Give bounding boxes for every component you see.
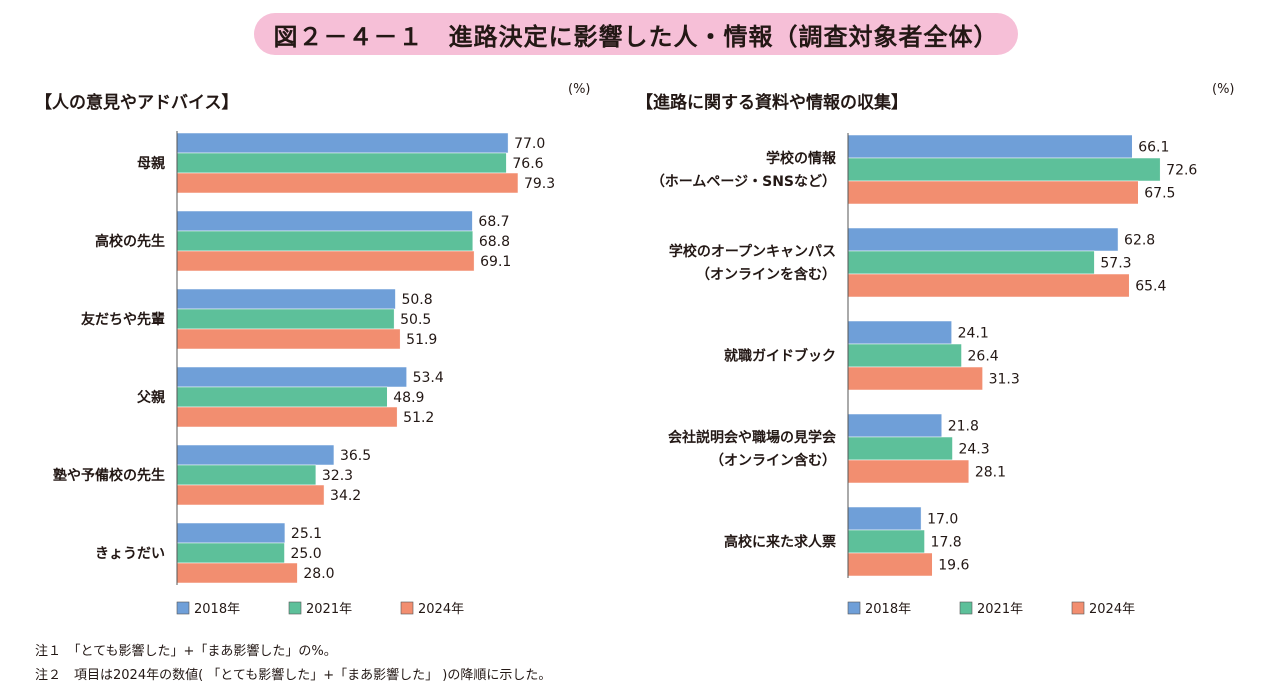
left-category-label: 塾や予備校の先生: [53, 467, 165, 484]
right-value-label: 24.3: [958, 442, 989, 458]
left-legend-swatch: [288, 601, 302, 615]
left-panel-title: 【人の意見やアドバイス】: [35, 93, 239, 113]
right-bar: [847, 366, 983, 391]
left-value-label: 53.4: [413, 370, 444, 386]
left-value-label: 51.2: [403, 410, 434, 426]
right-legend-label: 2024年: [1089, 602, 1135, 617]
right-bar: [847, 343, 962, 368]
right-bar: [847, 273, 1130, 298]
right-bar: [847, 180, 1139, 205]
right-category-label: 高校に来た求人票: [724, 534, 836, 551]
right-panel-title: 【進路に関する資料や情報の収集】: [636, 93, 908, 113]
left-legend-label: 2021年: [306, 602, 352, 617]
right-bar: [847, 459, 970, 484]
right-bar: [847, 552, 933, 577]
left-value-label: 51.9: [406, 332, 437, 348]
right-bar: [847, 227, 1119, 252]
right-legend-swatch: [1071, 601, 1085, 615]
right-value-label: 67.5: [1144, 186, 1175, 202]
left-value-label: 68.8: [479, 234, 510, 250]
note-1: 注１ 「とても影響した」+「まあ影響した」の%。: [35, 644, 337, 659]
right-value-label: 72.6: [1166, 163, 1197, 179]
figure-title: 図２－４－１ 進路決定に影響した人・情報（調査対象者全体）: [254, 13, 1018, 55]
note-2: 注２ 項目は2024年の数値( 「とても影響した」+「まあ影響した」 )の降順に…: [35, 668, 552, 683]
left-value-label: 25.0: [291, 546, 322, 562]
right-bar: [847, 157, 1161, 182]
left-legend-label: 2018年: [194, 602, 240, 617]
right-value-label: 24.1: [958, 326, 989, 342]
right-category-label: （オンライン含む）: [710, 452, 836, 469]
left-category-label: 母親: [137, 155, 165, 172]
right-category-label: 会社説明会や職場の見学会: [668, 429, 837, 446]
right-bar: [847, 436, 953, 461]
right-value-label: 19.6: [938, 558, 969, 574]
right-legend-label: 2018年: [865, 602, 911, 617]
left-unit-label: (%): [568, 82, 591, 97]
left-value-label: 28.0: [303, 566, 334, 582]
right-bar: [847, 250, 1095, 275]
left-category-label: 父親: [136, 389, 165, 406]
left-value-label: 50.8: [401, 292, 432, 308]
right-value-label: 21.8: [948, 419, 979, 435]
right-value-label: 28.1: [975, 465, 1006, 481]
right-category-label: （オンラインを含む）: [696, 266, 836, 283]
right-category-label: 学校のオープンキャンパス: [669, 243, 836, 260]
left-value-label: 50.5: [400, 312, 431, 328]
left-value-label: 76.6: [512, 156, 543, 172]
left-legend-swatch: [400, 601, 414, 615]
right-legend-swatch: [959, 601, 973, 615]
right-bar: [847, 320, 952, 345]
right-value-label: 17.8: [931, 535, 962, 551]
right-legend-label: 2021年: [977, 602, 1023, 617]
right-value-label: 17.0: [927, 512, 958, 528]
right-bar: [847, 529, 925, 554]
left-value-label: 79.3: [524, 176, 555, 192]
right-value-label: 62.8: [1124, 233, 1155, 249]
right-value-label: 31.3: [989, 372, 1020, 388]
left-category-label: 友だちや先輩: [81, 311, 165, 328]
right-legend-swatch: [847, 601, 861, 615]
right-category-label: 学校の情報: [766, 150, 837, 167]
right-bar: [847, 413, 942, 438]
left-value-label: 48.9: [393, 390, 424, 406]
left-legend-label: 2024年: [418, 602, 464, 617]
right-bar: [847, 134, 1133, 159]
right-unit-label: (%): [1212, 82, 1235, 97]
left-value-label: 25.1: [291, 526, 322, 542]
left-category-label: 高校の先生: [95, 233, 165, 250]
right-value-label: 57.3: [1100, 256, 1131, 272]
left-value-label: 68.7: [478, 214, 509, 230]
right-value-label: 66.1: [1138, 140, 1169, 156]
right-category-label: （ホームページ・SNSなど）: [651, 174, 836, 190]
left-value-label: 69.1: [480, 254, 511, 270]
left-value-label: 36.5: [340, 448, 371, 464]
right-value-label: 26.4: [968, 349, 999, 365]
left-value-label: 32.3: [322, 468, 353, 484]
right-value-label: 65.4: [1135, 279, 1166, 295]
right-bar: [847, 506, 922, 531]
right-category-label: 就職ガイドブック: [724, 348, 836, 365]
left-value-label: 77.0: [514, 136, 545, 152]
left-legend-swatch: [176, 601, 190, 615]
left-value-label: 34.2: [330, 488, 361, 504]
left-category-label: きょうだい: [95, 546, 165, 562]
